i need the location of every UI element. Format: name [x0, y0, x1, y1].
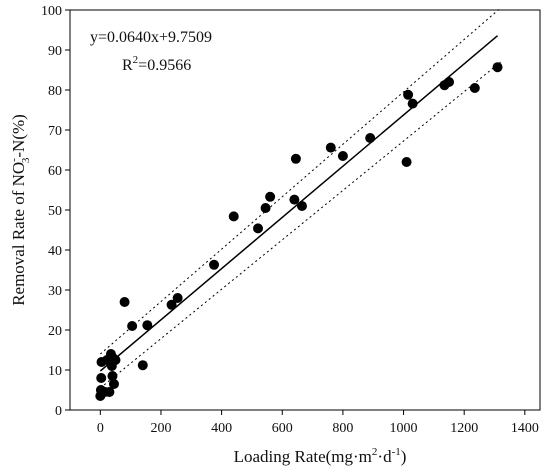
y-tick-label: 10 [48, 364, 62, 379]
confidence-upper-line [99, 7, 501, 355]
data-point [166, 299, 177, 310]
data-points [95, 62, 503, 401]
x-tick-label: 1400 [511, 421, 539, 436]
data-point [209, 259, 220, 270]
x-tick-label: 1200 [450, 421, 478, 436]
x-tick-label: 1000 [390, 421, 418, 436]
x-axis-ticks: 0 200 400 600 800 1000 1200 1400 [97, 410, 539, 436]
x-tick-label: 600 [272, 421, 293, 436]
data-point [253, 223, 263, 234]
x-tick-label: 0 [97, 421, 104, 436]
data-point [325, 142, 336, 153]
y-label-sup: - [8, 158, 20, 162]
data-point [119, 297, 130, 307]
x-label-suffix: ) [401, 447, 407, 466]
data-point [107, 371, 118, 381]
data-point [265, 191, 276, 202]
confidence-lower-line [100, 61, 501, 389]
data-point [365, 133, 376, 143]
data-point [142, 320, 153, 331]
x-axis-label: Loading Rate(mg·m2·d-1) [234, 446, 407, 466]
x-tick-label: 400 [211, 421, 232, 436]
y-axis-ticks: 0 10 20 30 40 50 60 70 80 90 100 [41, 4, 70, 419]
data-point [110, 355, 121, 365]
data-point [137, 360, 148, 371]
data-point [290, 153, 301, 164]
r-squared: R2=0.9566 [122, 54, 191, 74]
y-tick-label: 0 [55, 404, 62, 419]
r-squared-value: =0.9566 [138, 57, 191, 74]
data-point [407, 98, 418, 109]
data-point [104, 387, 115, 397]
data-point [296, 201, 307, 211]
y-label-prefix: Removal Rate of NO [9, 162, 28, 306]
y-tick-label: 30 [48, 284, 62, 299]
data-point [127, 321, 138, 331]
x-tick-label: 800 [332, 421, 353, 436]
y-tick-label: 70 [48, 124, 62, 139]
x-label-sup2: -1 [392, 446, 401, 458]
data-point [172, 293, 183, 303]
y-label-sub: 3 [20, 157, 32, 163]
y-label-suffix: -N(%) [9, 114, 28, 157]
x-label-mid: ·d [377, 447, 392, 466]
data-point [96, 373, 107, 383]
y-axis-label: Removal Rate of NO-3-N(%) [8, 114, 32, 306]
r-squared-prefix: R [122, 57, 133, 74]
x-label-sup1: 2 [372, 446, 378, 458]
y-tick-label: 50 [48, 204, 62, 219]
y-tick-label: 20 [48, 324, 62, 339]
x-tick-label: 200 [150, 421, 171, 436]
y-tick-label: 90 [48, 44, 62, 59]
y-tick-label: 80 [48, 84, 62, 99]
fit-equation: y=0.0640x+9.7509 [90, 29, 212, 46]
data-point [228, 211, 239, 222]
data-point [444, 77, 455, 87]
r-squared-sup: 2 [133, 54, 139, 66]
data-point [289, 194, 300, 205]
data-point [337, 151, 348, 161]
x-label-prefix: Loading Rate(mg·m [234, 447, 372, 466]
y-tick-label: 100 [41, 4, 62, 19]
data-point [403, 89, 414, 100]
data-point [260, 203, 271, 213]
data-point [469, 83, 480, 93]
y-tick-label: 60 [48, 164, 62, 179]
data-point [492, 62, 503, 73]
y-tick-label: 40 [48, 244, 62, 259]
data-point [108, 379, 119, 389]
confidence-band [99, 7, 501, 389]
data-point [401, 157, 412, 167]
